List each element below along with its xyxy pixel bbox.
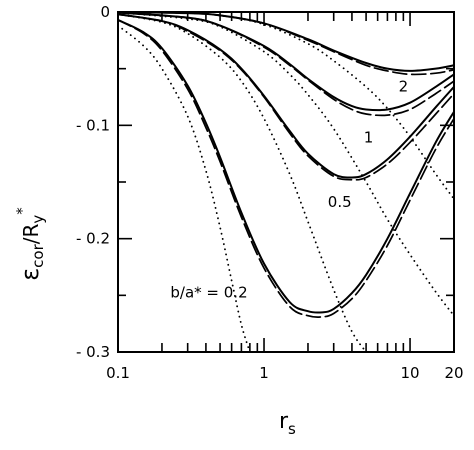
y-tick-label: - 0.2 bbox=[76, 230, 110, 248]
x-tick-label: 20 bbox=[444, 364, 463, 382]
curve-label: 1 bbox=[364, 128, 374, 146]
curves-layer bbox=[117, 11, 455, 353]
x-tick-label: 1 bbox=[259, 364, 269, 382]
series-line-dashed-1 bbox=[117, 11, 455, 117]
x-axis-label: rs bbox=[279, 409, 296, 438]
y-axis-label-sub: cor bbox=[29, 243, 47, 267]
series-line-dotted-2 bbox=[117, 11, 455, 200]
y-axis-label-eps: ε bbox=[16, 268, 44, 281]
x-tick-label: 0.1 bbox=[106, 364, 130, 382]
labels-layer: 0.1 1 10 20 0 - 0.1 - 0.2 - 0.3 b/a* = 0.2 0.5 1 2 bbox=[76, 3, 464, 382]
curve-label: 2 bbox=[399, 77, 409, 95]
plot-frame bbox=[117, 11, 455, 353]
series-line-dashed-0-2 bbox=[117, 19, 455, 318]
series-line-solid-0-2 bbox=[117, 18, 455, 314]
x-axis-label-main: r bbox=[279, 409, 289, 434]
series-line-dotted-1 bbox=[117, 11, 455, 317]
y-tick-label: 0 bbox=[100, 3, 110, 21]
curve-label: b/a* = 0.2 bbox=[170, 284, 247, 302]
curve-label: 0.5 bbox=[328, 193, 352, 211]
y-axis-label-sup: * bbox=[13, 207, 31, 215]
y-tick-label: - 0.3 bbox=[76, 343, 110, 361]
x-tick-label: 10 bbox=[400, 364, 419, 382]
y-tick-label: - 0.1 bbox=[76, 116, 110, 134]
y-axis-label-slash: /R bbox=[19, 223, 43, 244]
x-axis-label-sub: s bbox=[288, 420, 296, 438]
series-line-solid-0-5 bbox=[117, 13, 455, 179]
series-line-dashed-2 bbox=[117, 11, 455, 76]
y-axis-label: εcor/Ry* bbox=[13, 207, 47, 281]
series-line-dashed-0-5 bbox=[117, 13, 455, 181]
y-axis-label-sub2: y bbox=[29, 215, 47, 224]
